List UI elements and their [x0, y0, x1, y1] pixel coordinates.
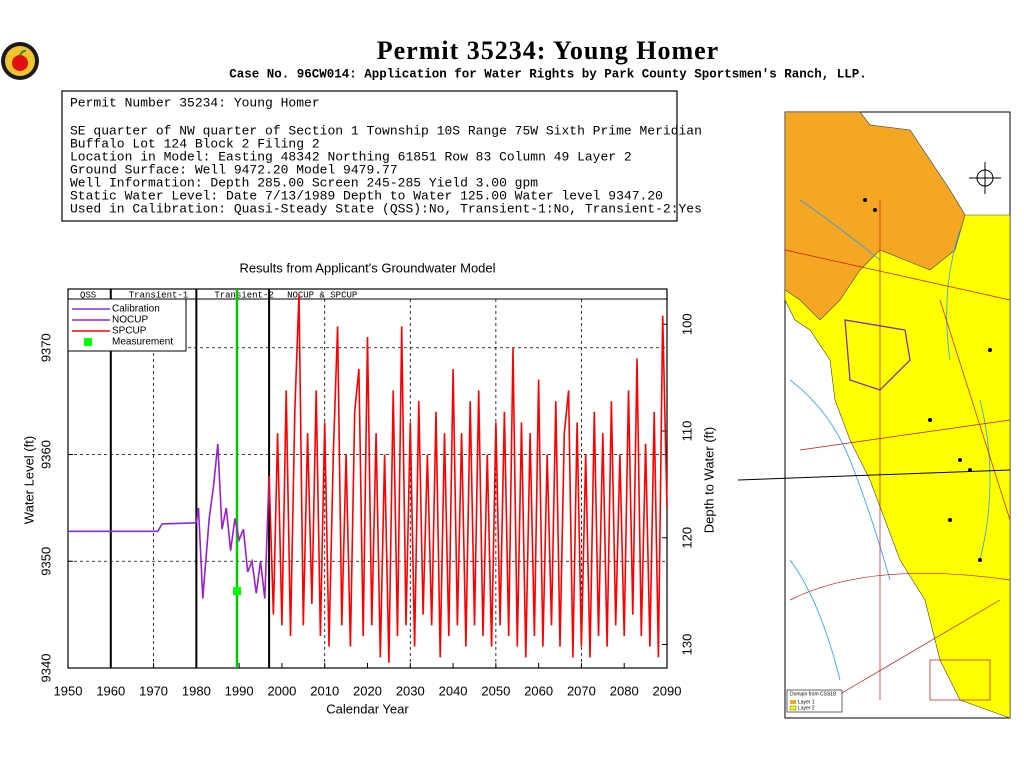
x-tick-label: 2010 — [310, 683, 339, 698]
info-line: Static Water Level: Date 7/13/1989 Depth… — [70, 188, 663, 203]
info-line: Well Information: Depth 285.00 Screen 24… — [70, 175, 538, 190]
x-tick-label: 2040 — [439, 683, 468, 698]
legend-label: NOCUP — [112, 315, 148, 326]
info-box — [61, 90, 678, 222]
x-tick-label: 2090 — [653, 683, 682, 698]
x-tick-label: 1970 — [139, 683, 168, 698]
measurement-point — [233, 587, 242, 596]
x-tick-label: 2080 — [610, 683, 639, 698]
series-line — [68, 522, 197, 533]
y2-tick-label: 120 — [679, 527, 694, 549]
chart-title: Results from Applicant's Groundwater Mod… — [239, 260, 495, 275]
y2-tick-label: 100 — [679, 313, 694, 335]
period-label: NOCUP & SPCUP — [287, 290, 357, 300]
legend-label: SPCUP — [112, 326, 147, 337]
y-tick-label: 9370 — [38, 333, 53, 362]
info-line: Ground Surface: Well 9472.20 Model 9479.… — [70, 162, 398, 177]
info-line: SE quarter of NW quarter of Section 1 To… — [70, 123, 702, 138]
x-tick-label: 2050 — [481, 683, 510, 698]
map-legend-item: Layer 2 — [798, 705, 815, 711]
y2-tick-label: 110 — [679, 421, 694, 442]
legend-label: Measurement — [112, 337, 173, 348]
info-line: Permit Number 35234: Young Homer — [70, 95, 320, 110]
map: Domain from CSS18 Layer 1 Layer 2 — [737, 111, 1011, 719]
y-tick-label: 9360 — [38, 440, 53, 469]
period-label: Transient-2 — [214, 290, 273, 300]
y-tick-label: 9350 — [38, 547, 53, 576]
y2-axis-label: Depth to Water (ft) — [701, 427, 716, 533]
x-tick-label: 1990 — [225, 683, 254, 698]
info-line: Used in Calibration: Quasi-Steady State … — [70, 201, 702, 216]
period-label: QSS — [80, 290, 96, 300]
y-tick-label: 9340 — [38, 654, 53, 683]
info-line: Location in Model: Easting 48342 Northin… — [70, 149, 632, 164]
page-title: Permit 35234: Young Homer — [377, 36, 719, 65]
x-tick-label: 2070 — [567, 683, 596, 698]
legend-marker — [84, 338, 92, 346]
x-tick-label: 2060 — [524, 683, 553, 698]
info-lines: Permit Number 35234: Young Homer SE quart… — [70, 95, 702, 216]
period-label: Transient-1 — [129, 290, 188, 300]
series-line — [195, 443, 270, 599]
y-axis-label: Water Level (ft) — [21, 436, 36, 524]
x-tick-label: 1980 — [182, 683, 211, 698]
map-legend-item: Layer 1 — [798, 699, 815, 705]
logo — [1, 42, 39, 80]
x-axis-label: Calendar Year — [326, 701, 409, 716]
legend-label: Calibration — [112, 304, 160, 315]
x-tick-label: 1960 — [96, 683, 125, 698]
series-line — [268, 294, 668, 663]
page-subtitle: Case No. 96CW014: Application for Water … — [229, 67, 867, 81]
x-tick-label: 2020 — [353, 683, 382, 698]
x-tick-label: 2030 — [396, 683, 425, 698]
y2-tick-label: 130 — [679, 634, 694, 656]
chart: Results from Applicant's Groundwater Mod… — [21, 260, 716, 716]
x-tick-label: 1950 — [54, 683, 83, 698]
map-legend-title: Domain from CSS18 — [790, 691, 836, 697]
x-tick-label: 2000 — [267, 683, 296, 698]
info-line: Buffalo Lot 124 Block 2 Filing 2 — [70, 136, 320, 151]
